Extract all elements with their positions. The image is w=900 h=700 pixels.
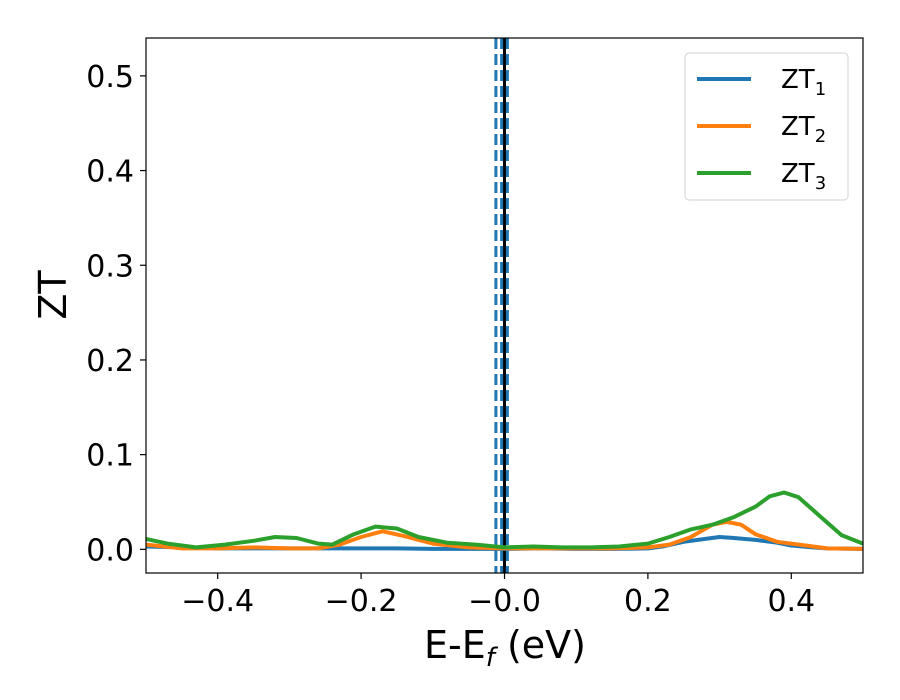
series-line-3: [146, 490, 863, 550]
x-tick-label: −0.2: [325, 584, 398, 619]
y-tick-label: 0.3: [86, 249, 134, 284]
legend-box: [684, 52, 849, 201]
legend-label-main: ZT: [781, 159, 815, 189]
plot-clip-group: [146, 38, 863, 573]
legend-label-main: ZT: [781, 65, 815, 95]
legend-label-3: ZT3: [781, 159, 826, 194]
y-tick-label: 0.0: [86, 533, 134, 568]
x-axis-label-main: E-E: [424, 623, 486, 667]
x-tick-label: 0.2: [624, 584, 672, 619]
y-tick-label: 0.1: [86, 439, 134, 474]
legend-label-sub: 2: [815, 126, 826, 147]
y-tick-label: 0.5: [86, 60, 134, 95]
x-axis-label: E-Ef (eV): [424, 623, 586, 673]
plot-area: [146, 38, 863, 573]
y-axis-label: ZT: [31, 270, 75, 320]
legend-label-2: ZT2: [781, 112, 826, 147]
y-tick-label: 0.2: [86, 344, 134, 379]
x-tick-label: −0.4: [181, 584, 254, 619]
legend-label-1: ZT1: [781, 65, 826, 100]
legend-label-sub: 1: [815, 79, 826, 100]
x-tick-label: 0.4: [767, 584, 815, 619]
legend-label-main: ZT: [781, 112, 815, 142]
legend-label-sub: 3: [815, 173, 826, 194]
axes: −0.4 −0.2 −0.0 0.2 0.4 0.0 0.1 0.2 0.3 0.4 0.5: [86, 37, 864, 619]
x-axis-label-suffix: (eV): [495, 623, 586, 667]
y-tick-label: 0.4: [86, 155, 134, 190]
x-tick-label: −0.0: [468, 584, 541, 619]
